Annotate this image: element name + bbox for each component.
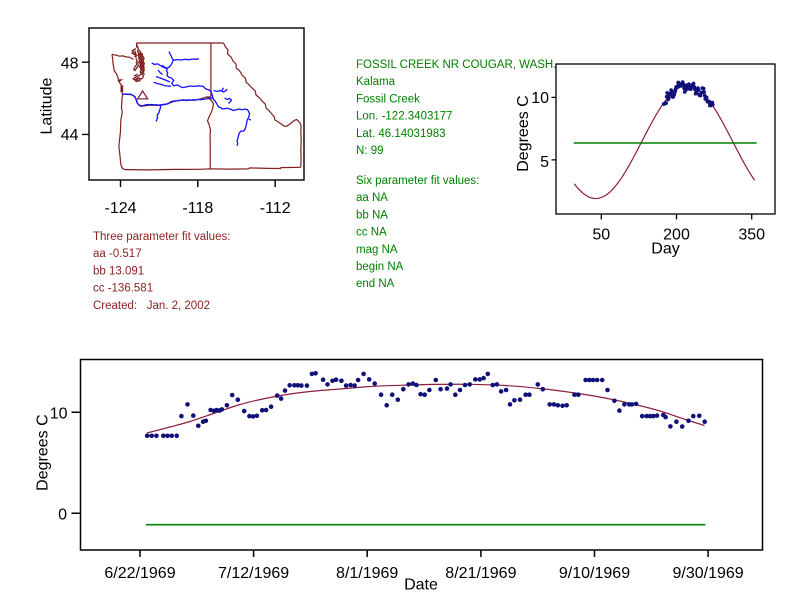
svg-text:10: 10 <box>50 406 68 423</box>
svg-text:Kalama: Kalama <box>356 76 396 88</box>
svg-text:Created: Jan. 2, 2002: Created: Jan. 2, 2002 <box>93 300 210 312</box>
svg-text:aa -0.517: aa -0.517 <box>93 248 142 260</box>
svg-text:9/10/1969: 9/10/1969 <box>559 565 630 582</box>
svg-text:9/30/1969: 9/30/1969 <box>673 565 744 582</box>
svg-text:Three parameter fit values:: Three parameter fit values: <box>93 231 230 243</box>
svg-text:-118: -118 <box>182 200 213 217</box>
svg-text:Latitude: Latitude <box>39 77 56 134</box>
svg-text:Fossil Creek: Fossil Creek <box>356 93 420 105</box>
svg-text:end NA: end NA <box>356 278 395 290</box>
svg-text:begin NA: begin NA <box>356 261 404 273</box>
svg-text:N: 99: N: 99 <box>356 145 384 157</box>
svg-text:-124: -124 <box>104 200 136 217</box>
svg-text:7/12/1969: 7/12/1969 <box>218 565 289 582</box>
svg-text:Degrees C: Degrees C <box>515 95 532 171</box>
svg-text:cc NA: cc NA <box>356 227 387 239</box>
svg-text:5: 5 <box>540 154 549 171</box>
svg-text:bb NA: bb NA <box>356 209 388 221</box>
svg-text:200: 200 <box>663 227 690 244</box>
svg-text:Six parameter fit values:: Six parameter fit values: <box>356 175 479 187</box>
svg-text:bb 13.091: bb 13.091 <box>93 265 144 277</box>
svg-text:FOSSIL CREEK NR COUGAR, WASH.: FOSSIL CREEK NR COUGAR, WASH. <box>356 59 556 71</box>
svg-text:-112: -112 <box>260 200 291 217</box>
svg-text:48: 48 <box>61 55 79 72</box>
svg-text:6/22/1969: 6/22/1969 <box>104 565 175 582</box>
svg-text:Degrees C: Degrees C <box>34 414 51 490</box>
svg-text:8/1/1969: 8/1/1969 <box>336 565 398 582</box>
svg-text:mag NA: mag NA <box>356 244 398 256</box>
svg-text:50: 50 <box>592 227 610 244</box>
svg-text:Lat. 46.14031983: Lat. 46.14031983 <box>356 128 446 140</box>
svg-text:Lon. -122.3403177: Lon. -122.3403177 <box>356 111 453 123</box>
svg-text:350: 350 <box>738 227 765 244</box>
svg-text:0: 0 <box>58 506 67 523</box>
svg-text:10: 10 <box>531 90 549 107</box>
svg-text:Date: Date <box>404 577 438 594</box>
svg-text:8/21/1969: 8/21/1969 <box>445 565 516 582</box>
svg-text:aa NA: aa NA <box>356 192 388 204</box>
svg-text:Day: Day <box>651 241 679 258</box>
svg-text:44: 44 <box>61 127 79 144</box>
svg-text:cc -136.581: cc -136.581 <box>93 283 153 295</box>
